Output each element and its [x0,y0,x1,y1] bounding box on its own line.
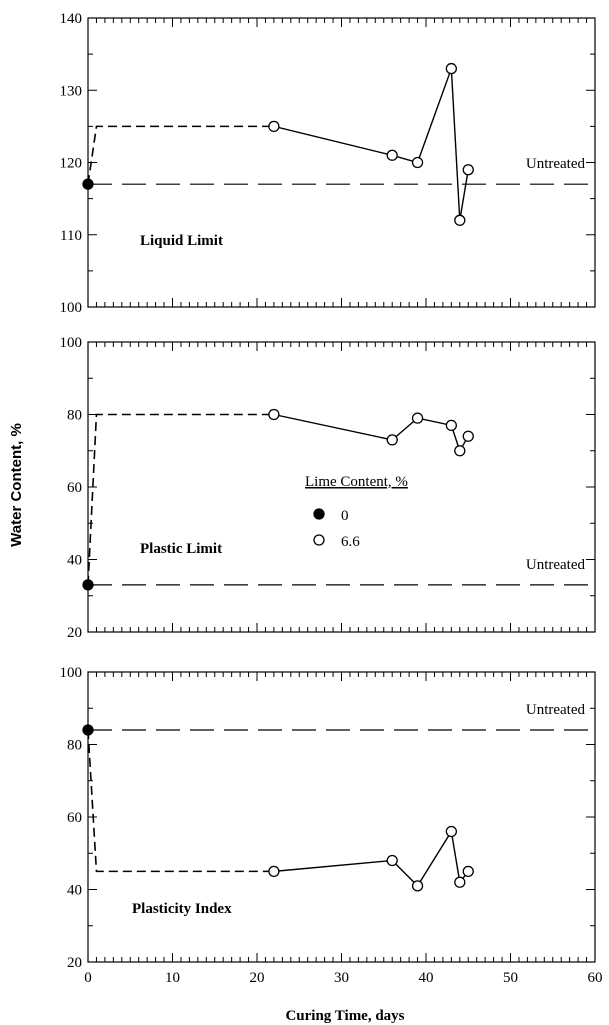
data-point [386,149,398,161]
y-tick-label: 100 [60,665,83,681]
data-point [268,408,280,421]
legend-label-1: 6.6 [341,534,360,550]
data-point [82,579,94,591]
untreated-label: Untreated [526,156,586,172]
transition-line [87,413,274,585]
y-tick-label: 40 [67,883,82,899]
plot-frame [87,671,596,963]
legend-title: Lime Content, % [305,474,408,490]
transition-line [87,729,274,873]
legend-marker-1 [313,534,325,546]
data-point [445,62,458,75]
panel-3: 20 40 60 80 100 0 10 20 30 40 50 60 Untreated Plastic… [60,665,603,986]
untreated-label: Untreated [526,557,586,573]
series-line-6.6 [273,68,469,221]
y-tick-label: 20 [67,625,82,641]
y-tick-label: 140 [60,11,83,27]
panel-label: Plastic Limit [140,541,222,557]
data-point [445,419,458,432]
y-tick-label: 20 [67,955,82,971]
panel-label: Plasticity Index [132,901,232,917]
legend: Lime Content, % 0 6.6 [305,474,408,550]
data-point [454,214,466,226]
untreated-label: Untreated [526,702,586,718]
x-tick-label: 10 [165,970,180,986]
data-point [411,156,424,169]
y-tick-label: 40 [67,553,82,569]
y-axis-label: Water Content, % [8,423,25,547]
data-point [386,434,398,446]
data-point [445,825,458,838]
x-tick-label: 30 [334,970,349,986]
x-tick-label: 60 [588,970,603,986]
x-tick-label: 20 [250,970,265,986]
data-point [411,880,424,892]
y-tick-label: 130 [60,83,83,99]
data-point [386,854,398,867]
data-point [82,724,94,736]
panel-1: 100 110 120 130 140 Untreated Liquid Limit [60,11,596,316]
data-point [268,120,280,133]
panel-label: Liquid Limit [140,233,223,249]
plot-frame [87,17,596,308]
x-tick-label: 50 [503,970,518,986]
series-line-6.6 [273,829,469,887]
data-point [82,178,94,190]
y-tick-label: 100 [60,335,83,351]
data-point [454,445,466,457]
series-line-6.6 [273,413,469,453]
data-point [268,865,280,878]
panel-2: 20 40 60 80 100 Untreated Plastic Limit [60,335,596,641]
y-tick-label: 60 [67,480,82,496]
data-point [462,865,474,878]
legend-label-0: 0 [341,508,349,524]
y-tick-label: 80 [67,738,82,754]
data-point [462,164,474,176]
data-point [411,412,424,424]
y-tick-label: 110 [60,228,82,244]
transition-line [87,125,274,185]
y-tick-label: 100 [60,300,83,316]
x-tick-label: 0 [84,970,92,986]
y-tick-label: 60 [67,810,82,826]
y-tick-label: 120 [60,156,83,172]
data-point [454,876,466,888]
legend-marker-0 [313,508,325,520]
x-tick-label: 40 [419,970,434,986]
data-point [462,430,474,442]
y-tick-label: 80 [67,408,82,424]
x-axis-label: Curing Time, days [285,1008,404,1024]
